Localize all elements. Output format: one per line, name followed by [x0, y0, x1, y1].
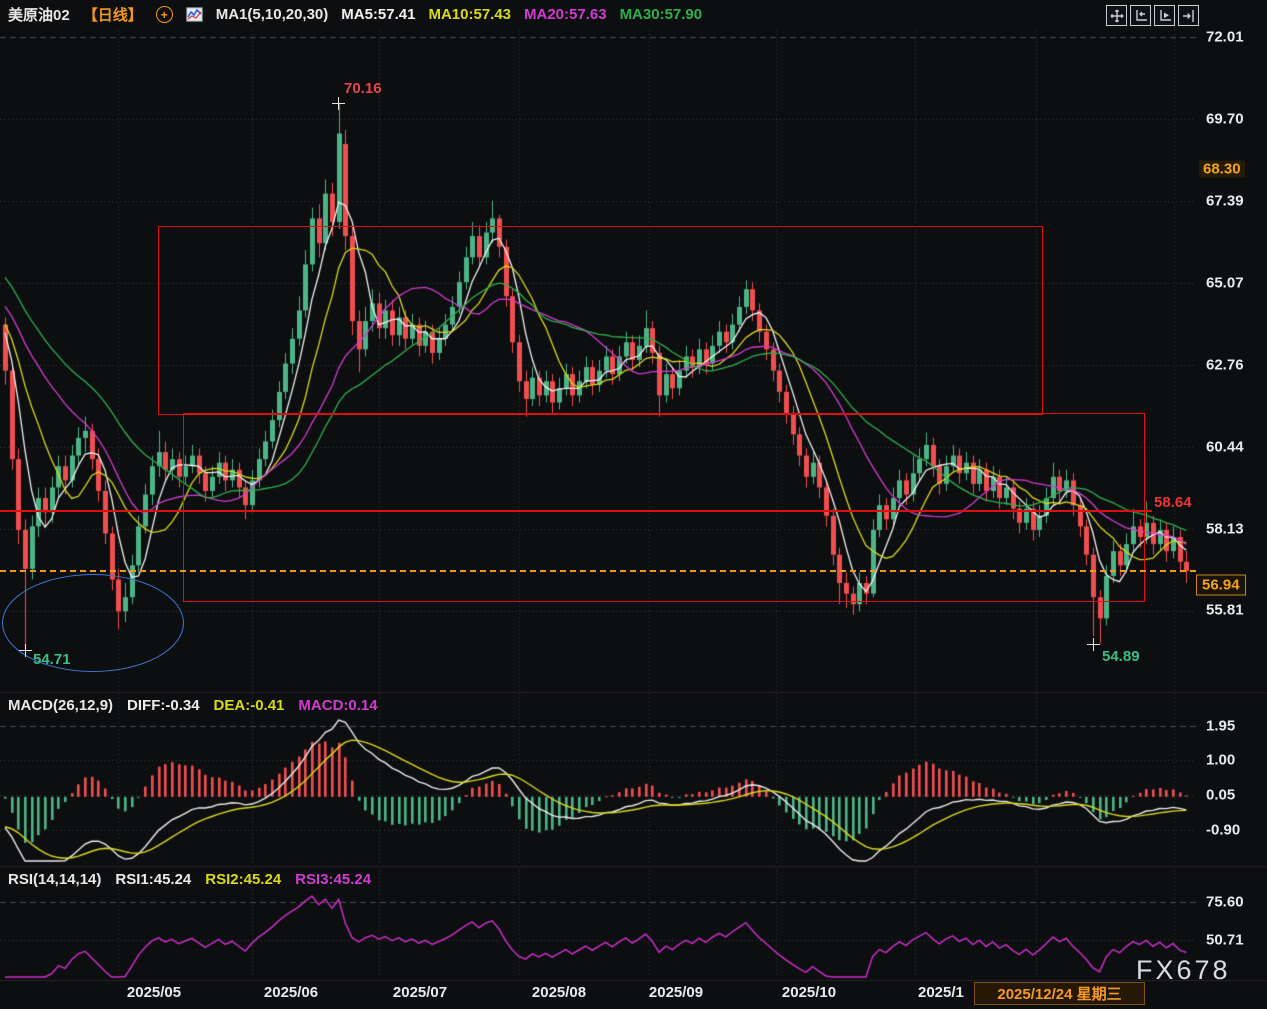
- rsi1-value: RSI1:45.24: [115, 871, 192, 888]
- x-axis-month-label: 2025/08: [531, 984, 587, 1001]
- y-axis-label: 60.44: [1206, 438, 1244, 456]
- y-axis-label: 68.30: [1199, 160, 1245, 178]
- y-axis-label: 69.70: [1206, 110, 1244, 128]
- period-high-cross-marker: [332, 97, 345, 110]
- ma10-value: MA10:57.43: [428, 6, 512, 23]
- spring-low-cross-marker: [19, 644, 32, 657]
- symbol-name: 美原油02: [8, 7, 70, 24]
- y-axis-label: 67.39: [1206, 192, 1244, 210]
- december-low-cross-marker: [1087, 638, 1100, 651]
- december-low-label: 54.89: [1102, 648, 1140, 665]
- support-zone-box-lower[interactable]: [183, 413, 1145, 602]
- current-price-dashed-line: [0, 570, 1196, 572]
- y-axis-label: 56.94: [1196, 574, 1246, 596]
- ma-group-label: MA1(5,10,20,30): [215, 6, 329, 23]
- x-axis-month-label: 2025/10: [781, 984, 837, 1001]
- spring-low-label: 54.71: [33, 651, 71, 668]
- scale-play-icon[interactable]: [1154, 5, 1175, 26]
- rsi2-value: RSI2:45.24: [205, 871, 282, 888]
- add-indicator-icon[interactable]: +: [155, 6, 173, 23]
- chart-toolbar: [1106, 5, 1199, 26]
- ma30-value: MA30:57.90: [619, 6, 703, 23]
- chart-header: 美原油02 【日线】 + MA1(5,10,20,30) MA5:57.41 M…: [8, 4, 702, 25]
- macd-axis-label: -0.90: [1206, 821, 1241, 839]
- rsi-params-label: RSI(14,14,14): [8, 871, 102, 888]
- ma20-value: MA20:57.63: [524, 6, 607, 23]
- jump-to-latest-icon[interactable]: [1178, 5, 1199, 26]
- rsi-header: RSI(14,14,14) RSI1:45.24 RSI2:45.24 RSI3…: [8, 871, 371, 888]
- rsi-axis-label: 50.71: [1206, 931, 1244, 949]
- ma5-value: MA5:57.41: [341, 6, 416, 23]
- lows-highlight-ellipse[interactable]: [2, 574, 184, 672]
- fx678-watermark: FX678: [1136, 955, 1231, 985]
- y-axis-label: 72.01: [1206, 28, 1244, 46]
- pan-icon[interactable]: [1106, 5, 1127, 26]
- resistance-zone-box-upper[interactable]: [158, 226, 1043, 415]
- x-axis-month-label: 2025/06: [263, 984, 319, 1001]
- macd-dea-value: DEA:-0.41: [213, 697, 285, 714]
- y-axis-label: 62.76: [1206, 356, 1244, 374]
- macd-axis-label: 0.05: [1206, 786, 1236, 804]
- macd-header: MACD(26,12,9) DIFF:-0.34 DEA:-0.41 MACD:…: [8, 697, 378, 714]
- x-axis-month-label: 2025/09: [648, 984, 704, 1001]
- scale-left-icon[interactable]: [1130, 5, 1151, 26]
- resistance-price-label: 58.64: [1154, 494, 1192, 511]
- period-high-label: 70.16: [344, 80, 382, 97]
- y-axis-label: 58.13: [1206, 520, 1244, 538]
- chart-type-icon[interactable]: [186, 7, 203, 22]
- x-axis-month-label: 2025/05: [126, 984, 182, 1001]
- crosshair-date-box: 2025/12/24 星期三: [974, 982, 1145, 1005]
- y-axis-label: 55.81: [1206, 601, 1244, 619]
- x-axis-label-clipped: 2025/1: [918, 984, 964, 1001]
- macd-axis-label: 1.00: [1206, 751, 1236, 769]
- period-label[interactable]: 【日线】: [82, 7, 143, 24]
- rsi3-value: RSI3:45.24: [295, 871, 372, 888]
- macd-diff-value: DIFF:-0.34: [127, 697, 200, 714]
- resistance-price-line[interactable]: [0, 510, 1152, 512]
- x-axis-month-label: 2025/07: [392, 984, 448, 1001]
- macd-macd-value: MACD:0.14: [298, 697, 378, 714]
- rsi-axis-label: 75.60: [1206, 893, 1244, 911]
- macd-params-label: MACD(26,12,9): [8, 697, 114, 714]
- macd-axis-label: 1.95: [1206, 717, 1236, 735]
- y-axis-label: 65.07: [1206, 274, 1244, 292]
